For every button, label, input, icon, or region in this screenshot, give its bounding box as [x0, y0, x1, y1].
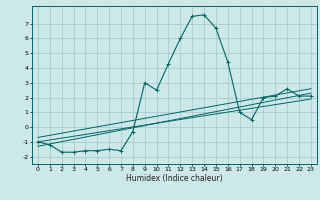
X-axis label: Humidex (Indice chaleur): Humidex (Indice chaleur): [126, 174, 223, 183]
